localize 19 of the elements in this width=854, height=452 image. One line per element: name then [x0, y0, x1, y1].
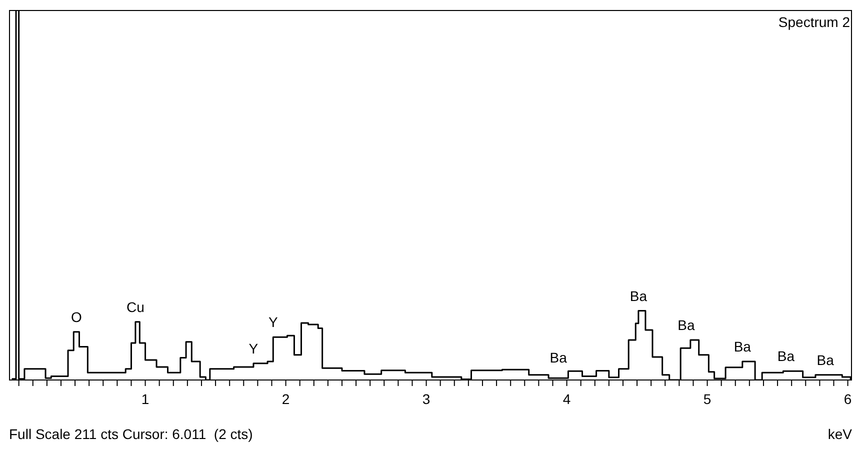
chart-title: Spectrum 2	[778, 14, 850, 30]
annotation: Y	[248, 340, 259, 356]
text: Full Scale 211 cts Cursor: 6.011 (2 cts)	[9, 426, 253, 442]
x-tick-label: 5	[703, 390, 712, 407]
annotation: Ba	[630, 288, 648, 304]
annotation: Ba	[734, 338, 752, 354]
annotation: Ba	[816, 352, 834, 368]
annotation: Ba	[678, 317, 695, 334]
annotation: Cu	[126, 298, 144, 315]
annotation: O	[70, 308, 82, 325]
annotation: Y	[268, 314, 278, 330]
x-tick-label: 3	[422, 390, 430, 407]
x-axis-title: keV	[828, 426, 852, 442]
annotation: Ba	[550, 350, 568, 366]
x-tick-label: 2	[282, 390, 290, 407]
x-tick-label: 4	[562, 390, 571, 407]
x-tick-label: 6	[844, 390, 852, 407]
x-tick-label: 1	[141, 390, 150, 407]
annotation: Ba	[777, 348, 795, 364]
